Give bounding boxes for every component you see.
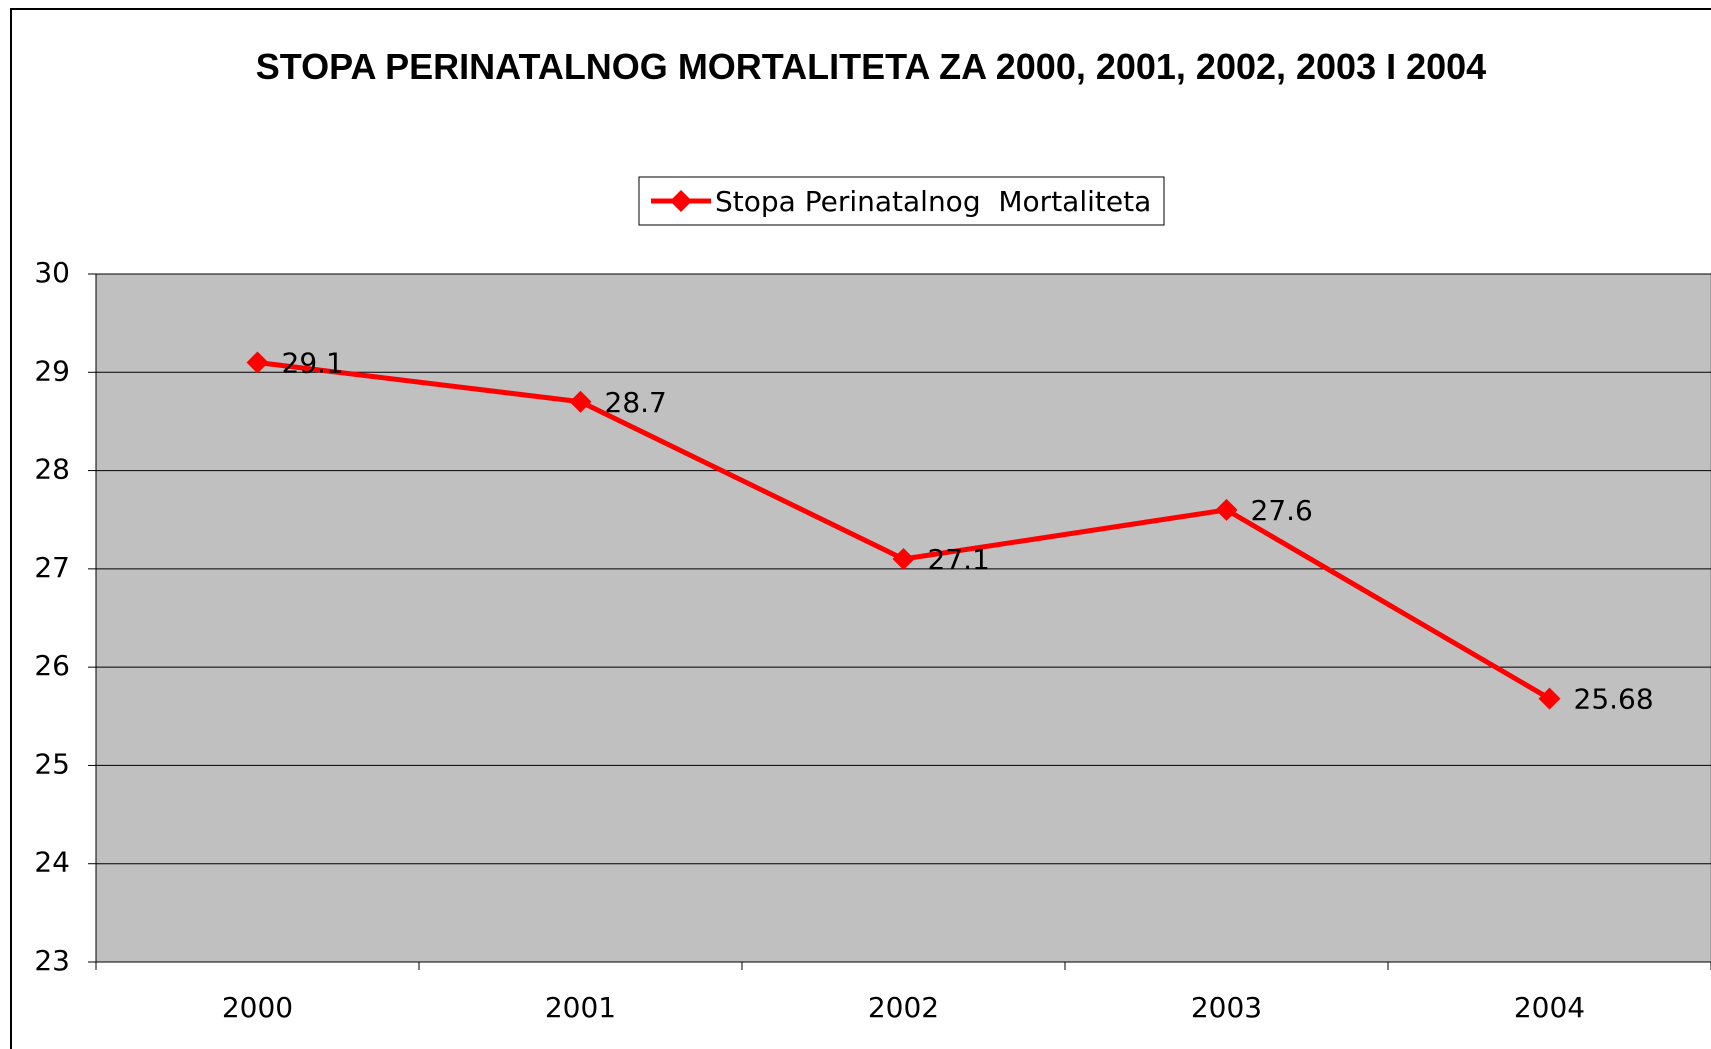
legend-marker xyxy=(670,190,692,212)
x-tick-label: 2001 xyxy=(545,991,616,1024)
data-label: 29.1 xyxy=(282,346,344,379)
legend-box xyxy=(638,176,1165,226)
data-label: 27.1 xyxy=(928,543,990,576)
x-tick-label: 2000 xyxy=(222,991,293,1024)
y-tick-label: 26 xyxy=(34,649,70,682)
plot-area xyxy=(95,273,1711,963)
y-tick-label: 30 xyxy=(34,256,70,289)
data-point xyxy=(1215,498,1238,521)
x-tick-label: 2002 xyxy=(868,991,939,1024)
y-tick-label: 29 xyxy=(34,354,70,387)
data-point xyxy=(246,351,269,374)
data-label: 27.6 xyxy=(1251,494,1313,527)
legend-label: Stopa Perinatalnog Mortaliteta xyxy=(715,185,1151,218)
y-tick-label: 24 xyxy=(34,846,70,879)
data-point xyxy=(892,548,915,571)
y-tick-label: 23 xyxy=(34,944,70,977)
x-tick-label: 2004 xyxy=(1514,991,1585,1024)
x-tick-label: 2003 xyxy=(1191,991,1262,1024)
chart-title: STOPA PERINATALNOG MORTALITETA ZA 2000, … xyxy=(255,46,1487,87)
y-tick-label: 28 xyxy=(34,453,70,486)
data-label: 25.68 xyxy=(1574,683,1654,716)
data-point xyxy=(1538,687,1561,710)
y-tick-label: 25 xyxy=(34,747,70,780)
y-tick-label: 27 xyxy=(34,551,70,584)
data-label: 28.7 xyxy=(605,386,667,419)
data-point xyxy=(569,390,592,413)
